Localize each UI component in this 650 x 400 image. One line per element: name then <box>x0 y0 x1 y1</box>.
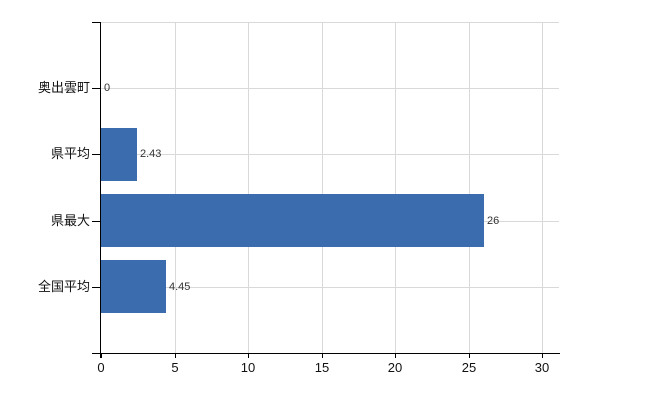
x-tick-mark <box>248 353 249 358</box>
x-tick-mark <box>542 353 543 358</box>
y-tick-mark <box>92 154 100 155</box>
category-label: 県最大 <box>50 213 90 228</box>
y-tick-mark <box>92 287 100 288</box>
y-tick-mark <box>92 221 100 222</box>
category-label: 奥出雲町 <box>37 80 90 95</box>
x-axis-line <box>92 353 560 354</box>
x-tick-label: 5 <box>171 360 179 375</box>
value-label: 2.43 <box>140 148 162 160</box>
bar <box>101 194 484 247</box>
gridline-vertical <box>175 22 176 353</box>
x-tick-mark <box>395 353 396 358</box>
x-tick-label: 20 <box>387 360 403 375</box>
x-tick-mark <box>175 353 176 358</box>
gridline-vertical <box>469 22 470 353</box>
gridline-vertical <box>248 22 249 353</box>
x-tick-mark <box>469 353 470 358</box>
value-label: 0 <box>104 82 111 94</box>
gridline-horizontal <box>101 154 559 155</box>
y-tick-mark <box>92 22 100 23</box>
plot-top-border <box>101 22 559 23</box>
value-label: 26 <box>487 215 500 227</box>
x-tick-mark <box>101 353 102 358</box>
y-axis-line <box>100 22 101 358</box>
gridline-horizontal <box>101 88 559 89</box>
category-label: 全国平均 <box>37 279 90 294</box>
gridline-vertical <box>322 22 323 353</box>
bar <box>101 260 166 313</box>
x-tick-label: 15 <box>314 360 330 375</box>
bar <box>101 128 137 181</box>
value-label: 4.45 <box>169 281 191 293</box>
gridline-vertical <box>395 22 396 353</box>
gridline-vertical <box>542 22 543 353</box>
x-tick-mark <box>322 353 323 358</box>
x-tick-label: 25 <box>461 360 477 375</box>
x-tick-label: 10 <box>240 360 256 375</box>
gridline-horizontal <box>101 287 559 288</box>
category-label: 県平均 <box>50 146 90 161</box>
x-tick-label: 30 <box>534 360 550 375</box>
x-tick-label: 0 <box>97 360 105 375</box>
y-tick-mark <box>92 88 100 89</box>
